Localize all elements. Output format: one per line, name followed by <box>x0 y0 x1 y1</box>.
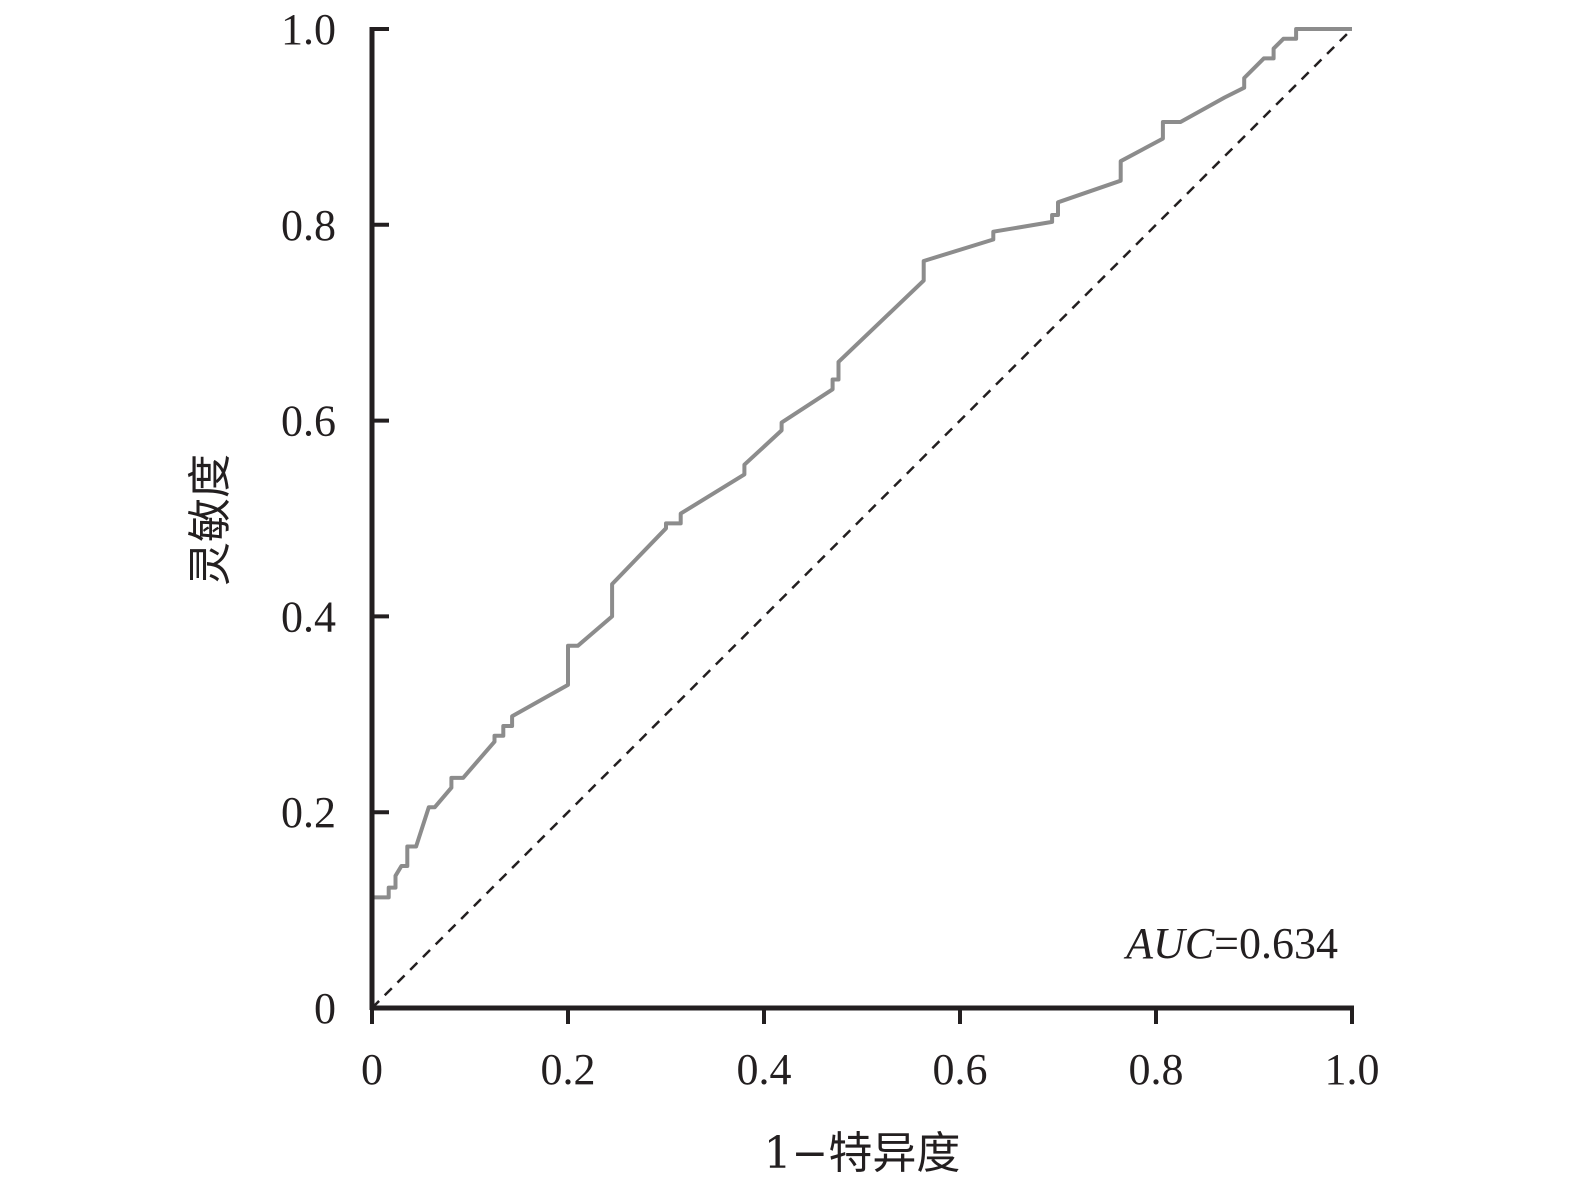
axes <box>369 27 1354 1011</box>
plot-area <box>370 27 1353 1009</box>
ticks: 0 0.2 0.4 0.6 0.8 1.0 0 0.2 0.4 0.6 0.8 1.0 <box>281 5 1380 1094</box>
auc-label: AUC <box>1123 919 1215 968</box>
y-tick-label: 0.4 <box>281 592 336 641</box>
y-tick-label: 0.6 <box>281 397 336 446</box>
x-tick-label: 0.2 <box>541 1045 596 1094</box>
reference-diagonal-line <box>371 28 1353 1009</box>
x-axis-title: 1−特异度 <box>764 1128 961 1179</box>
x-tick-label: 0 <box>361 1045 383 1094</box>
x-tick-label: 0.6 <box>933 1045 988 1094</box>
y-tick-label: 0 <box>314 984 336 1033</box>
x-tick-label: 1.0 <box>1325 1045 1380 1094</box>
auc-annotation: AUC=0.634 <box>1123 919 1338 968</box>
y-tick-label: 1.0 <box>281 5 336 54</box>
x-tick-label: 0.8 <box>1129 1045 1184 1094</box>
y-tick-label: 0.2 <box>281 788 336 837</box>
y-tick-label: 0.8 <box>281 201 336 250</box>
roc-curve-line <box>370 27 1352 1008</box>
y-axis-title: 灵敏度 <box>185 454 236 586</box>
x-tick-label: 0.4 <box>737 1045 792 1094</box>
auc-value: =0.634 <box>1214 919 1338 968</box>
